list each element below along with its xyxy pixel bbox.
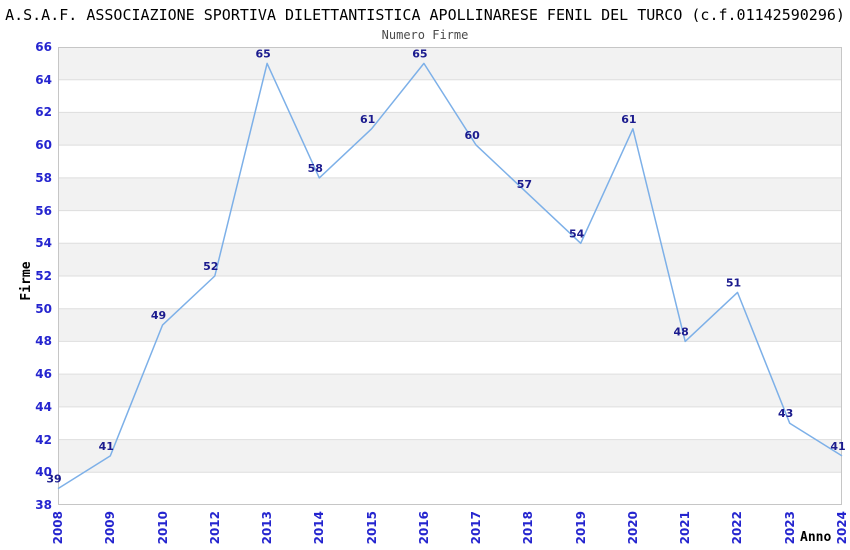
x-tick-label: 2021 <box>678 511 693 545</box>
y-tick-label: 62 <box>35 105 52 120</box>
data-point-label: 61 <box>621 113 636 126</box>
y-tick-label: 58 <box>35 170 52 185</box>
y-tick-label: 54 <box>35 236 52 251</box>
data-point-label: 43 <box>778 407 793 420</box>
data-point-label: 51 <box>726 276 741 289</box>
y-tick-label: 46 <box>35 367 52 382</box>
y-tick-label: 64 <box>35 72 52 87</box>
y-tick-label: 38 <box>35 498 52 512</box>
data-point-label: 57 <box>517 178 532 191</box>
plot-band <box>58 243 842 276</box>
line-series <box>57 62 843 490</box>
plot-border <box>58 47 842 505</box>
y-tick-label: 40 <box>35 465 52 480</box>
x-tick-label: 2020 <box>625 511 640 545</box>
x-tick-label: 2022 <box>730 511 745 545</box>
plot-area: 39 41 49 52 65 58 61 65 60 57 54 61 48 51 43 41 <box>46 47 846 505</box>
data-point-label: 41 <box>99 440 114 453</box>
x-tick-label: 2017 <box>469 511 484 545</box>
chart-title: A.S.A.F. ASSOCIAZIONE SPORTIVA DILETTANT… <box>5 6 845 24</box>
plot-band <box>58 112 842 146</box>
x-tick-label: 2019 <box>573 511 588 545</box>
plot-band <box>58 308 842 342</box>
data-point-label: 65 <box>255 47 270 60</box>
x-axis-title: Anno <box>800 530 832 545</box>
x-tick-label: 2014 <box>312 511 327 545</box>
data-point-label: 65 <box>412 47 427 60</box>
data-point-label: 41 <box>830 440 845 453</box>
x-tick-label: 2008 <box>51 511 65 545</box>
data-point-label: 52 <box>203 260 218 273</box>
x-tick-label: 2013 <box>260 511 275 545</box>
data-point-label: 39 <box>46 473 61 486</box>
data-point-label: 60 <box>464 129 480 142</box>
plot-band <box>58 47 842 80</box>
x-tick-label: 2015 <box>364 511 379 545</box>
x-tick-label: 2010 <box>155 511 170 545</box>
y-tick-label: 66 <box>35 40 52 54</box>
y-tick-label: 60 <box>35 138 52 153</box>
y-tick-label: 52 <box>35 269 52 283</box>
x-tick-label: 2012 <box>207 511 222 545</box>
plot-band <box>58 374 842 407</box>
y-tick-label: 48 <box>35 334 52 349</box>
y-tick-label: 56 <box>35 203 52 218</box>
data-point-label: 61 <box>360 113 375 126</box>
plot-band <box>58 177 842 211</box>
x-tick-label: 2009 <box>103 511 118 545</box>
x-tick-label: 2018 <box>521 511 536 545</box>
data-point-label: 58 <box>308 162 323 175</box>
chart-subtitle: Numero Firme <box>381 28 469 42</box>
y-tick-label: 50 <box>35 301 52 316</box>
x-tick-label: 2023 <box>782 511 797 545</box>
line-chart-svg: 39 41 49 52 65 58 61 65 60 57 54 61 48 51 43 41 <box>46 47 846 505</box>
data-point-label: 49 <box>151 309 166 322</box>
plot-band <box>58 439 842 473</box>
data-point-label: 54 <box>569 227 585 240</box>
y-tick-label: 44 <box>35 399 52 414</box>
x-tick-label: 2016 <box>416 511 431 545</box>
y-axis-title: Firme <box>19 261 34 301</box>
data-point-label: 48 <box>674 325 689 338</box>
y-tick-label: 42 <box>35 432 52 447</box>
